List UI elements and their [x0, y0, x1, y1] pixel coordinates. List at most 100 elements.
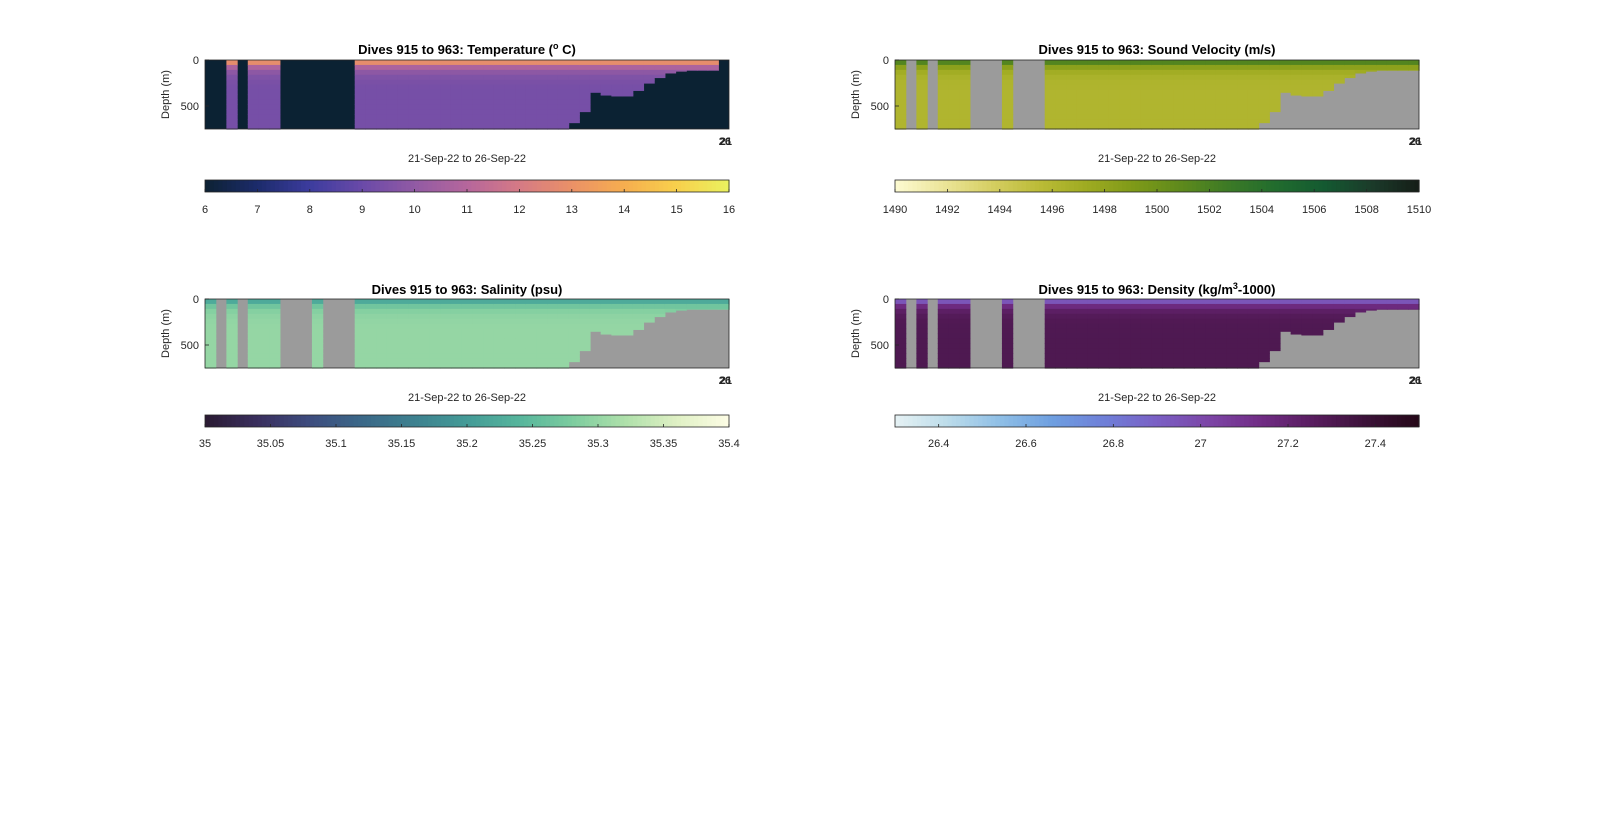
- heatmap-cell: [1001, 94, 1014, 101]
- heatmap-cell: [483, 348, 495, 354]
- heatmap-cell: [376, 363, 388, 369]
- heatmap-cell: [1162, 119, 1174, 125]
- heatmap-cell: [247, 318, 260, 325]
- heatmap-cell: [397, 74, 409, 81]
- heatmap-cell: [1279, 89, 1292, 93]
- heatmap-cell: [1301, 308, 1313, 315]
- heatmap-cell: [1226, 313, 1238, 320]
- heatmap-cell: [376, 343, 388, 349]
- heatmap-cell: [525, 308, 538, 315]
- heatmap-cell: [386, 343, 399, 349]
- colorbar-segment: [1288, 415, 1293, 427]
- heatmap-cell: [450, 318, 463, 325]
- heatmap-cell: [959, 124, 971, 130]
- heatmap-cell: [1215, 109, 1228, 115]
- heatmap-cell: [707, 69, 719, 71]
- heatmap-cell: [916, 84, 928, 91]
- colorbar-segment: [1082, 415, 1088, 427]
- colorbar-segment: [908, 415, 914, 427]
- colorbar-segment: [921, 415, 927, 427]
- heatmap-cell: [483, 303, 495, 310]
- colorbar-segment: [680, 180, 686, 192]
- colorbar-segment: [986, 415, 992, 427]
- heatmap-cell: [1140, 299, 1153, 305]
- colorbar-segment: [1331, 180, 1337, 192]
- heatmap-cell: [429, 124, 441, 130]
- colorbar-segment: [1392, 415, 1398, 427]
- heatmap-cell: [611, 79, 623, 86]
- colorbar-segment: [467, 180, 472, 192]
- colorbar-segment: [1165, 180, 1171, 192]
- colorbar-segment: [1283, 180, 1289, 192]
- heatmap-cell: [504, 353, 516, 359]
- colorbar-tick-label: 35.1: [325, 438, 346, 450]
- colorbar-tick-label: 1498: [1092, 204, 1116, 216]
- panel-density: Dives 915 to 963: Density (kg/m3-1000)05…: [850, 281, 1422, 450]
- heatmap-cell: [408, 299, 420, 305]
- heatmap-cell: [1290, 299, 1302, 305]
- heatmap-cell: [269, 308, 281, 315]
- heatmap-cell: [536, 74, 548, 81]
- heatmap-cell: [1076, 299, 1089, 305]
- heatmap-cell: [1076, 333, 1089, 340]
- heatmap-cell: [493, 343, 506, 349]
- heatmap-cell: [1279, 79, 1292, 86]
- heatmap-cell: [1173, 60, 1185, 66]
- heatmap-cell: [376, 308, 388, 315]
- heatmap-cell: [1279, 308, 1292, 315]
- heatmap-cell: [247, 114, 260, 120]
- colorbar-segment: [528, 415, 534, 427]
- colorbar-segment: [397, 180, 403, 192]
- colorbar-segment: [336, 180, 341, 192]
- heatmap-cell: [536, 338, 548, 344]
- heatmap-cell: [1312, 60, 1324, 66]
- colorbar-segment: [1034, 415, 1040, 427]
- heatmap-cell: [397, 303, 409, 310]
- heatmap-cell: [937, 358, 950, 364]
- colorbar-segment: [1239, 415, 1245, 427]
- heatmap-cell: [515, 328, 527, 335]
- heatmap-cell: [1205, 328, 1217, 335]
- heatmap-cell: [450, 299, 463, 305]
- heatmap-cell: [1215, 313, 1228, 320]
- colorbar-segment: [484, 180, 490, 192]
- colorbar-segment: [370, 180, 376, 192]
- colorbar-segment: [270, 180, 276, 192]
- heatmap-cell: [1130, 119, 1142, 125]
- heatmap-cell: [1119, 69, 1131, 76]
- heatmap-cell: [525, 299, 538, 305]
- heatmap-cell: [622, 69, 634, 76]
- heatmap-cell: [579, 348, 591, 352]
- heatmap-cell: [1098, 104, 1110, 110]
- heatmap-cell: [1258, 79, 1270, 86]
- heatmap-cell: [1087, 333, 1099, 340]
- colorbar-segment: [1266, 415, 1272, 427]
- heatmap-cell: [205, 308, 217, 315]
- heatmap-cell: [269, 348, 281, 354]
- heatmap-cell: [418, 64, 431, 71]
- heatmap-cell: [1269, 109, 1281, 113]
- heatmap-cell: [1205, 84, 1217, 91]
- heatmap-cell: [408, 308, 420, 315]
- chart-title: Dives 915 to 963: Sound Velocity (m/s): [1039, 42, 1276, 57]
- heatmap-cell: [269, 353, 281, 359]
- heatmap-cell: [600, 60, 612, 66]
- colorbar-segment: [501, 180, 507, 192]
- heatmap-cell: [386, 94, 399, 101]
- heatmap-cell: [311, 299, 324, 305]
- colorbar-segment: [1087, 415, 1093, 427]
- heatmap-cell: [483, 89, 495, 96]
- heatmap-cell: [1173, 313, 1185, 320]
- colorbar-segment: [244, 415, 250, 427]
- heatmap-cell: [1173, 299, 1185, 305]
- heatmap-cell: [1194, 124, 1206, 130]
- colorbar-segment: [1353, 180, 1359, 192]
- heatmap-cell: [429, 358, 441, 364]
- colorbar-segment: [903, 180, 909, 192]
- heatmap-cell: [440, 104, 452, 110]
- heatmap-cell: [429, 69, 441, 76]
- heatmap-cell: [536, 363, 548, 369]
- heatmap-cell: [536, 308, 548, 315]
- colorbar-segment: [995, 415, 1001, 427]
- heatmap-cell: [937, 343, 950, 349]
